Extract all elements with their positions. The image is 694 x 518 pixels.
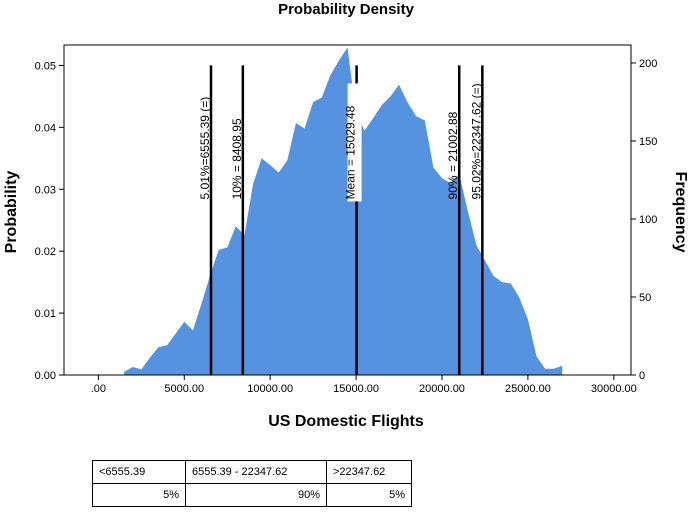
table-cell: 5%	[92, 483, 186, 507]
y2-axis-title: Frequency	[672, 172, 689, 253]
table-cell: 5%	[326, 483, 412, 507]
marker-label-background	[347, 83, 362, 202]
y-tick-label: 0.03	[35, 184, 56, 196]
marker-label: 95.02%=22347.62 (=)	[469, 83, 483, 199]
marker-label: 10% = 8408.95	[230, 118, 244, 199]
x-tick-label: 20000.00	[419, 383, 465, 395]
table-header-row: <6555.39 6555.39 - 22347.62 >22347.62	[92, 460, 412, 484]
table-values-row: 5% 90% 5%	[92, 483, 412, 507]
y2-tick-label: 100	[639, 214, 657, 226]
chart-title: Probability Density	[278, 1, 415, 18]
y-tick-label: 0.02	[35, 246, 56, 258]
table-cell: 90%	[185, 483, 327, 507]
table-cell: <6555.39	[92, 460, 186, 484]
y2-tick-label: 50	[639, 292, 651, 304]
y-tick-label: 0.05	[35, 60, 56, 72]
y2-tick-label: 150	[639, 136, 657, 148]
table-cell: 6555.39 - 22347.62	[185, 460, 327, 484]
x-tick-label: 5000.00	[164, 383, 204, 395]
x-tick-label: .00	[91, 383, 106, 395]
y2-tick-label: 200	[639, 58, 657, 70]
marker-label: Mean = 15029.48	[344, 105, 358, 199]
y-tick-label: 0.01	[35, 308, 56, 320]
x-axis-title: US Domestic Flights	[268, 413, 424, 430]
x-tick-label: 15000.00	[333, 383, 379, 395]
y-axis-title: Probability	[3, 171, 20, 254]
x-tick-label: 25000.00	[505, 383, 551, 395]
density-area	[124, 47, 563, 375]
marker-label: 90% = 21002.88	[446, 111, 460, 199]
x-tick-label: 30000.00	[591, 383, 637, 395]
plot-frame	[63, 44, 632, 376]
y2-tick-label: 0	[639, 370, 645, 382]
x-tick-label: 10000.00	[247, 383, 293, 395]
percentile-summary-table: <6555.39 6555.39 - 22347.62 >22347.62 5%…	[92, 460, 412, 507]
y-tick-label: 0.04	[35, 122, 56, 134]
table-cell: >22347.62	[326, 460, 412, 484]
y-tick-label: 0.00	[35, 370, 56, 382]
marker-label: 5.01%=6555.39 (=)	[198, 97, 212, 200]
